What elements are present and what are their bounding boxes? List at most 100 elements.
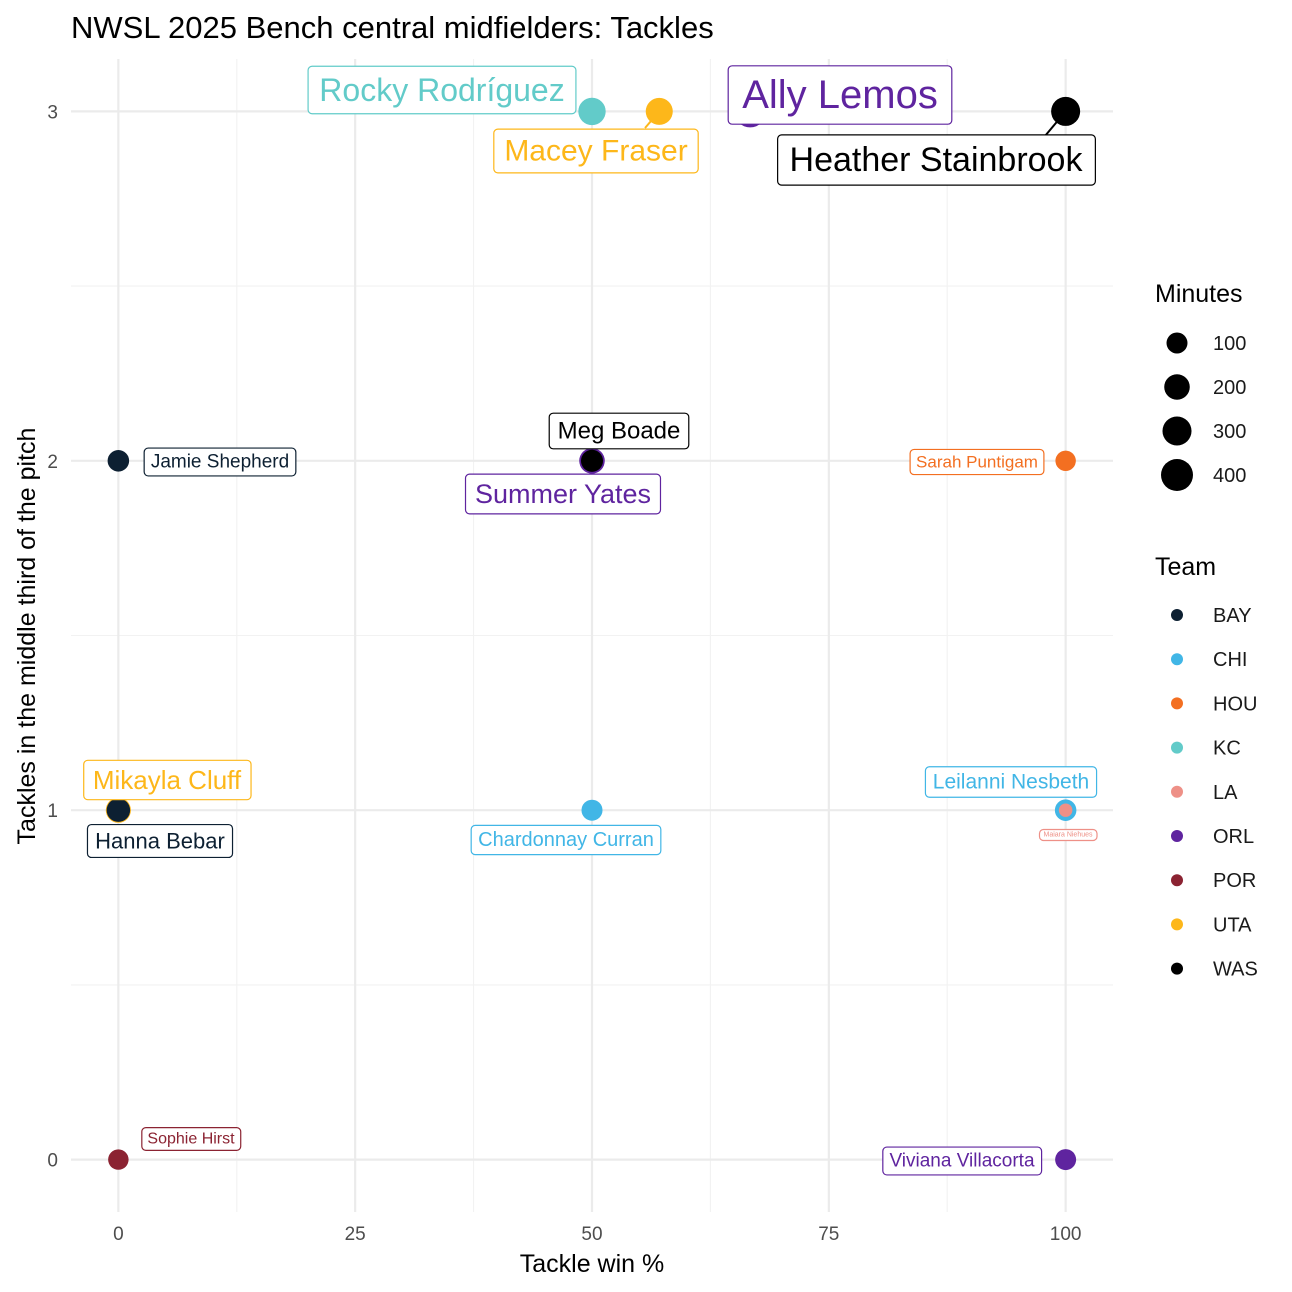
size-legend-title: Minutes <box>1155 280 1243 308</box>
size-legend-key <box>1166 332 1188 354</box>
team-legend-key-orl <box>1171 830 1183 842</box>
point-viviana-villacorta <box>1055 1149 1077 1171</box>
label-box <box>548 412 690 450</box>
label-box <box>83 759 252 801</box>
label-chardonnay-curran: Chardonnay Curran <box>470 824 662 856</box>
team-legend-title: Team <box>1155 553 1216 581</box>
plot-grid <box>71 59 1113 1212</box>
team-legend-label: BAY <box>1213 605 1252 627</box>
x-tick-label: 75 <box>818 1224 839 1245</box>
team-legend-label: ORL <box>1213 826 1254 848</box>
team-legend-label: CHI <box>1213 649 1247 671</box>
label-box <box>882 1146 1043 1176</box>
label-rocky-rodriguez: Rocky Rodríguez <box>307 65 577 115</box>
label-meg-boade: Meg Boade <box>548 412 690 450</box>
x-tick-label: 100 <box>1050 1224 1082 1245</box>
point-maiara-niehues <box>1058 803 1073 817</box>
label-ally-lemos: Ally Lemos <box>727 65 953 125</box>
label-text: Sophie Hirst <box>147 1131 235 1148</box>
x-axis-ticks: 0 25 50 75 100 <box>113 1224 1081 1245</box>
point-hanna-bebar <box>106 798 131 822</box>
team-legend-label: LA <box>1213 782 1238 804</box>
label-text: Chardonnay Curran <box>478 829 654 851</box>
label-leilanni-nesbeth: Leilanni Nesbeth <box>924 766 1098 798</box>
label-text: Summer Yates <box>475 479 651 509</box>
y-tick-label: 1 <box>47 801 58 822</box>
label-text: Mikayla Cluff <box>93 765 242 795</box>
chart-title: NWSL 2025 Bench central midfielders: Tac… <box>71 10 714 45</box>
label-heather-stainbrook: Heather Stainbrook <box>777 134 1096 186</box>
label-text: Meg Boade <box>558 418 681 445</box>
team-legend-key-hou <box>1171 697 1183 710</box>
label-box <box>727 65 953 125</box>
label-box <box>470 824 662 856</box>
data-points <box>105 95 1081 1171</box>
point-chardonnay-curran <box>581 799 603 821</box>
point-meg-boade <box>580 449 604 472</box>
label-text: Heather Stainbrook <box>790 141 1084 179</box>
label-box <box>493 128 699 174</box>
team-legend-key-por <box>1171 874 1183 887</box>
size-legend-key <box>1164 374 1190 400</box>
size-legend-label: 400 <box>1213 465 1246 487</box>
label-hanna-bebar: Hanna Bebar <box>86 823 234 859</box>
size-legend-label: 200 <box>1213 377 1246 399</box>
size-legend-label: 300 <box>1213 421 1246 443</box>
label-viviana-villacorta: Viviana Villacorta <box>882 1146 1043 1176</box>
point-sarah-puntigam <box>1055 450 1076 472</box>
label-box <box>1038 828 1098 842</box>
team-legend-key-chi <box>1171 653 1183 666</box>
label-text: Macey Fraser <box>504 135 687 168</box>
team-legend-label: HOU <box>1213 693 1257 715</box>
team-legend-label: POR <box>1213 870 1256 892</box>
point-jamie-shepherd <box>107 450 130 472</box>
label-box <box>924 766 1098 798</box>
label-box <box>143 447 297 477</box>
size-legend-label: 100 <box>1213 333 1246 355</box>
label-text: Viviana Villacorta <box>889 1151 1034 1172</box>
team-legend-key-was <box>1171 962 1183 975</box>
x-axis-title: Tackle win % <box>520 1250 665 1278</box>
label-box <box>464 473 662 515</box>
y-axis-ticks: 0 1 2 3 <box>47 102 58 1171</box>
size-legend-key <box>1161 459 1193 491</box>
label-summer-yates: Summer Yates <box>464 473 662 515</box>
x-tick-label: 0 <box>113 1224 124 1245</box>
y-tick-label: 0 <box>47 1151 58 1172</box>
label-box <box>777 134 1096 186</box>
label-maiara-niehues: Maiara Niehues <box>1038 828 1098 842</box>
label-box <box>86 823 234 859</box>
label-text: Jamie Shepherd <box>151 452 289 473</box>
label-macey-fraser: Macey Fraser <box>493 128 699 174</box>
point-labels: Ally Lemos Heather Stainbrook Rocky Rodríg… <box>83 65 1098 1176</box>
team-legend-label: KC <box>1213 738 1241 760</box>
label-mikayla-cluff: Mikayla Cluff <box>83 759 252 801</box>
x-tick-label: 25 <box>345 1224 366 1245</box>
team-legend-key-la <box>1171 785 1183 798</box>
label-box <box>141 1127 242 1151</box>
label-box <box>307 65 577 115</box>
team-legend: Team BAY CHI HOU KC LA ORL POR UTA WAS <box>1155 553 1258 981</box>
label-text: Ally Lemos <box>742 73 938 117</box>
y-axis-title: Tackles in the middle third of the pitch <box>13 428 41 845</box>
label-text: Leilanni Nesbeth <box>933 771 1089 794</box>
label-text: Maiara Niehues <box>1043 832 1093 839</box>
point-sophie-hirst <box>108 1149 129 1170</box>
team-legend-key-kc <box>1171 741 1183 754</box>
size-legend: Minutes 100 200 300 400 <box>1155 280 1246 491</box>
size-legend-key <box>1162 416 1192 446</box>
team-legend-label: WAS <box>1213 959 1258 981</box>
label-text: Hanna Bebar <box>95 829 225 854</box>
point-rocky-rodriguez <box>578 97 606 126</box>
team-legend-key-bay <box>1171 609 1183 621</box>
label-text: Rocky Rodríguez <box>319 72 564 108</box>
label-text: Sarah Puntigam <box>916 453 1038 472</box>
label-sarah-puntigam: Sarah Puntigam <box>909 448 1045 476</box>
y-tick-label: 3 <box>47 102 58 123</box>
point-heather-stainbrook <box>1051 96 1081 126</box>
team-legend-key-uta <box>1171 918 1183 931</box>
x-tick-label: 50 <box>581 1224 602 1245</box>
label-sophie-hirst: Sophie Hirst <box>141 1127 242 1151</box>
point-macey-fraser <box>645 97 673 125</box>
